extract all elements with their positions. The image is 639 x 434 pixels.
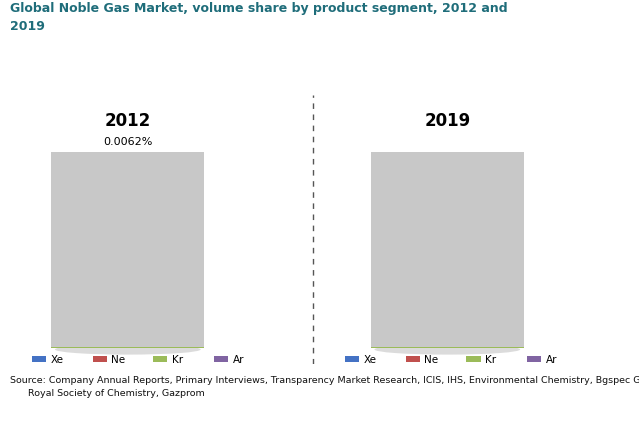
Bar: [32, 356, 46, 362]
Text: Xe: Xe: [364, 355, 376, 365]
Bar: [51, 153, 204, 347]
Text: Kr: Kr: [172, 355, 183, 365]
Text: 2012: 2012: [105, 112, 151, 130]
Text: 0.0062%: 0.0062%: [103, 136, 153, 146]
Bar: [466, 356, 481, 362]
Bar: [371, 347, 524, 348]
Text: Ne: Ne: [424, 355, 438, 365]
Ellipse shape: [55, 345, 201, 355]
Bar: [371, 153, 524, 347]
Bar: [153, 356, 167, 362]
Bar: [406, 356, 420, 362]
Bar: [345, 356, 359, 362]
Text: Kr: Kr: [485, 355, 496, 365]
Bar: [527, 356, 541, 362]
Text: Source: Company Annual Reports, Primary Interviews, Transparency Market Research: Source: Company Annual Reports, Primary …: [10, 375, 639, 398]
Text: Global Noble Gas Market, volume share by product segment, 2012 and
2019: Global Noble Gas Market, volume share by…: [10, 2, 507, 33]
Text: Xe: Xe: [50, 355, 63, 365]
Text: Ar: Ar: [546, 355, 557, 365]
Text: Ne: Ne: [111, 355, 125, 365]
Bar: [51, 347, 204, 348]
Text: Global noble gas market, volume share by product segment, 2012 and 2019: Global noble gas market, volume share by…: [19, 69, 523, 81]
Text: Ar: Ar: [233, 355, 244, 365]
Text: 2019: 2019: [424, 112, 470, 130]
Bar: [214, 356, 228, 362]
Bar: [93, 356, 107, 362]
Ellipse shape: [374, 345, 520, 355]
